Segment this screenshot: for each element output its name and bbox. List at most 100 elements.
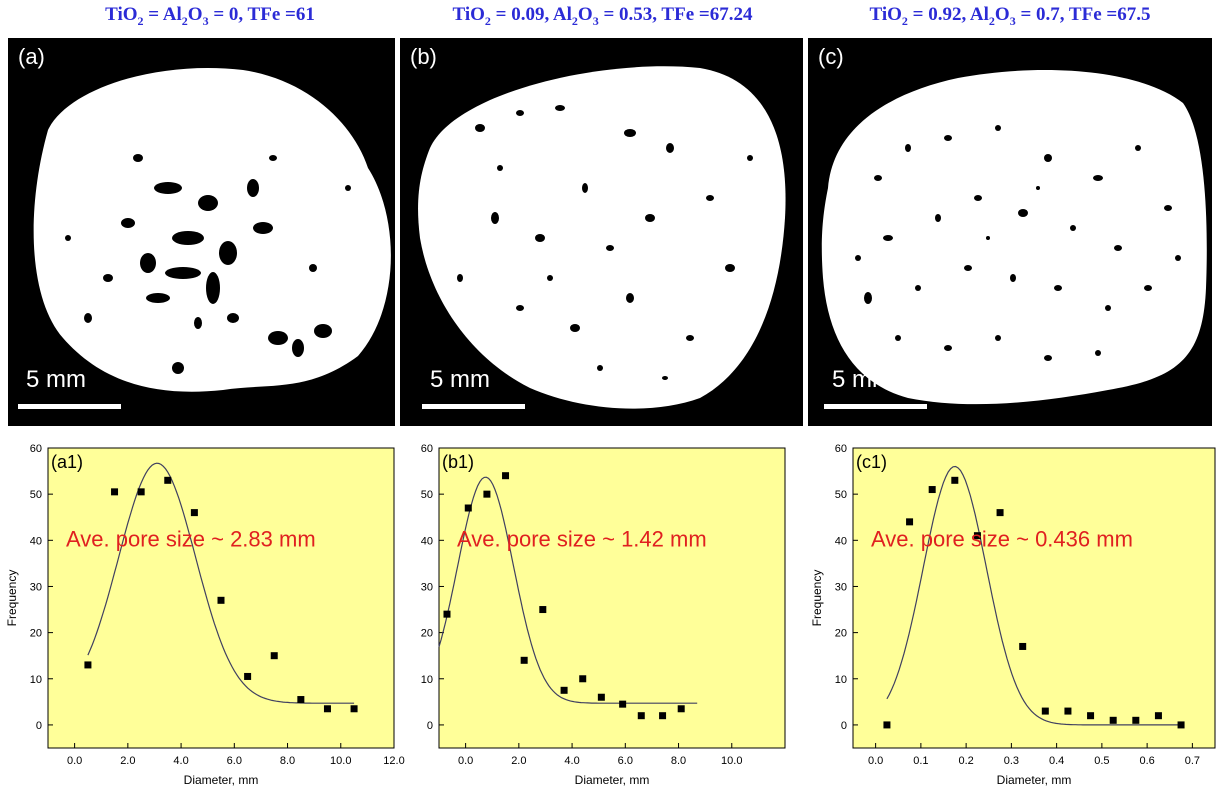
data-point-b1 [443,610,451,618]
header-c-rest: = 0.7, TFe =67.5 [1015,4,1151,25]
panel-b-composition-header: TiO2 = 0.09, Al2O3 = 0.53, TFe =67.24 [405,4,800,32]
header-b-tio-sub: 2 [484,13,491,28]
y-tick-label-a1: 0 [36,720,42,732]
header-b-al-sub: 2 [571,13,578,28]
data-point-c1 [973,532,981,540]
x-axis-label-a1: Diameter, mm [184,773,259,787]
header-c-tio-sub: 2 [901,13,908,28]
y-tick-label-b1: 40 [421,535,433,547]
x-axis-label-b1: Diameter, mm [575,773,650,787]
x-tick-label-b1: 10.0 [721,755,742,767]
data-point-b1 [677,705,685,713]
header-c-al: Al [969,4,989,25]
y-tick-label-c1: 60 [835,443,847,455]
average-pore-size-annotation-c1: Ave. pore size ~ 0.436 mm [871,526,1133,551]
y-tick-label-a1: 10 [30,674,42,686]
x-tick-label-c1: 0.1 [913,755,928,767]
header-c-o: O [994,4,1010,25]
y-tick-label-b1: 30 [421,581,433,593]
x-tick-label-c1: 0.3 [1004,755,1019,767]
data-point-b1 [539,606,547,614]
gaussian-fit-line-a1 [87,462,355,704]
pellet-image-c: (c) 5 mm [808,38,1212,426]
header-a-eq: = [143,4,163,25]
plot-area-c1 [852,447,1216,749]
header-b-eq: = 0.09, [490,4,553,25]
pore-size-chart-b1: 0 10 20 30 40 50 60 0.0 2.0 4.0 6.0 8.0 10.0 Diameter… [421,443,786,787]
data-point-a1 [350,705,358,713]
x-tick-label-a1: 12.0 [383,755,404,767]
data-point-c1 [951,476,959,484]
y-axis-label-a1: Frequency [5,570,19,627]
pellet-cross-section-a [33,67,391,392]
pore-size-chart-c1: 0 10 20 30 40 50 60 0.0 0.1 0.2 0.3 0.4 0.5 0.6 0.7 Dia… [810,443,1216,787]
y-tick-label-a1: 30 [30,581,42,593]
scale-label-c: 5 mm [832,366,892,393]
header-c-eq: = 0.92, [907,4,970,25]
header-a-al: Al [162,4,182,25]
data-point-b1 [619,700,627,708]
x-tick-label-b1: 0.0 [458,755,473,767]
pellet-cross-section-c [821,70,1207,405]
x-tick-label-a1: 2.0 [120,755,135,767]
x-tick-label-b1: 2.0 [511,755,526,767]
scale-label-b: 5 mm [430,366,490,393]
data-point-a1 [84,661,92,669]
header-a-tio-sub: 2 [137,13,144,28]
data-point-c1 [1154,712,1162,720]
data-point-a1 [217,596,225,604]
header-c-o-sub: 3 [1009,13,1016,28]
y-tick-label-a1: 20 [30,628,42,640]
data-point-a1 [164,476,172,484]
data-point-a1 [244,672,252,680]
pellet-image-a: (a) 5 mm [8,38,395,426]
data-point-a1 [137,488,145,496]
gaussian-fit-line-b1 [438,476,698,704]
header-c-al-sub: 2 [988,13,995,28]
x-tick-label-a1: 0.0 [67,755,82,767]
data-point-b1 [502,472,510,480]
header-b-tio: TiO [452,4,485,25]
gaussian-fit-line-c1 [886,465,1182,726]
panel-label-a1: (a1) [51,452,83,472]
image-label-c: (c) [818,44,844,69]
y-tick-label-c1: 20 [835,628,847,640]
x-tick-label-c1: 0.4 [1049,755,1064,767]
data-point-c1 [928,486,936,494]
image-label-b: (b) [410,44,437,69]
data-point-b1 [637,712,645,720]
data-point-c1 [1087,712,1095,720]
x-tick-label-a1: 10.0 [330,755,351,767]
scale-label-a: 5 mm [26,366,86,393]
data-point-b1 [520,656,528,664]
data-point-a1 [190,509,198,517]
y-tick-label-b1: 60 [421,443,433,455]
y-tick-label-c1: 0 [841,720,847,732]
data-point-c1 [906,518,914,526]
panel-label-b1: (b1) [442,452,474,472]
plot-area-b1 [438,447,786,749]
pellet-cross-section-b [418,66,786,409]
y-tick-label-b1: 50 [421,489,433,501]
data-point-c1 [996,509,1004,517]
x-tick-label-b1: 6.0 [618,755,633,767]
data-point-c1 [1132,716,1140,724]
data-point-a1 [111,488,119,496]
x-tick-label-c1: 0.7 [1185,755,1200,767]
y-tick-label-c1: 30 [835,581,847,593]
x-tick-label-c1: 0.6 [1139,755,1154,767]
header-c-tio: TiO [869,4,902,25]
x-tick-label-a1: 8.0 [280,755,295,767]
average-pore-size-annotation-a1: Ave. pore size ~ 2.83 mm [66,526,316,551]
y-tick-label-c1: 50 [835,489,847,501]
scale-bar-c [824,404,927,409]
pore-size-chart-a1: 0 10 20 30 40 50 60 0.0 2.0 4.0 6.0 8.0 10.0 12.0 Diam… [5,443,405,787]
panel-label-c1: (c1) [856,452,887,472]
image-label-a: (a) [18,44,45,69]
x-tick-label-a1: 6.0 [227,755,242,767]
data-point-a1 [323,705,331,713]
data-point-a1 [297,696,305,704]
x-tick-label-a1: 4.0 [173,755,188,767]
data-point-c1 [1041,707,1049,715]
data-point-c1 [883,721,891,729]
